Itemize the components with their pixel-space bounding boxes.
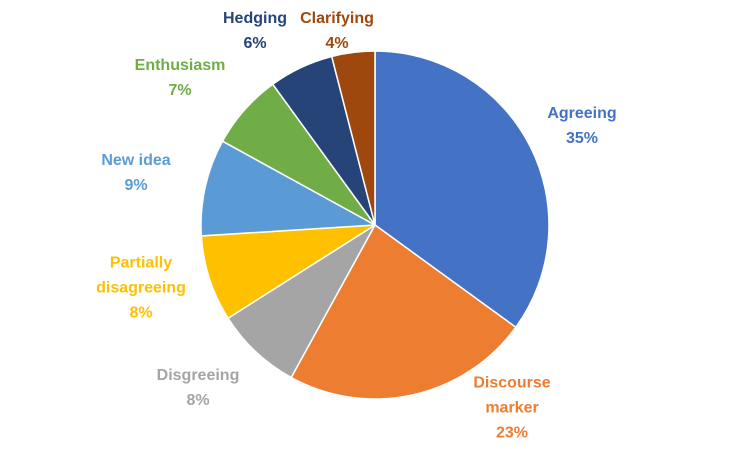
percent-label: 6% (243, 35, 267, 52)
percent-label: 8% (186, 392, 210, 409)
pie-slice (200, 140, 378, 237)
data-label: Clarifying 4% (292, 6, 382, 56)
data-label: New idea 9% (81, 148, 191, 198)
category-name: Discourse marker (473, 374, 551, 417)
category-name: Clarifying (300, 10, 374, 27)
category-name: Hedging (223, 10, 287, 27)
percent-label: 8% (129, 304, 153, 322)
data-label: Hedging 6% (215, 6, 295, 56)
percent-label: 35% (565, 130, 599, 147)
pie-slice (290, 223, 517, 400)
percent-label: 23% (495, 424, 529, 442)
pie-slice (330, 50, 376, 226)
category-name: New idea (101, 152, 171, 169)
data-label: Discourse marker 23% (462, 371, 562, 446)
data-label: Agreeing 35% (522, 101, 642, 151)
percent-label: 7% (168, 82, 192, 99)
pie-slice (374, 50, 550, 329)
data-label: Partially disagreeing 8% (81, 251, 201, 326)
category-name: Partially disagreeing (96, 254, 186, 297)
category-name: Disgreeing (156, 367, 240, 384)
category-name: Enthusiasm (134, 57, 226, 74)
percent-label: 9% (124, 177, 148, 194)
category-name: Agreeing (547, 105, 617, 122)
data-label: Enthusiasm 7% (120, 53, 240, 103)
percent-label: 4% (325, 35, 349, 52)
data-label: Disgreeing 8% (143, 363, 253, 413)
